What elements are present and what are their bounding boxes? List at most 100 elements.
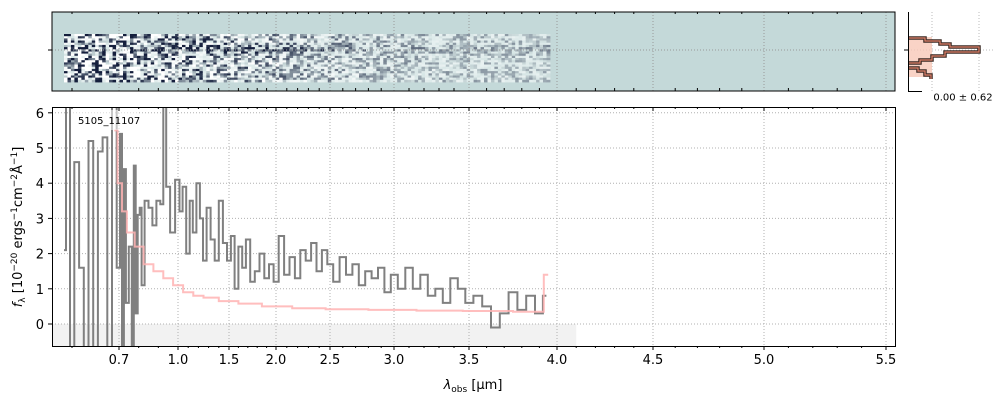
2d-spectrum-pixel — [157, 49, 162, 52]
2d-spectrum-pixel — [178, 68, 183, 72]
2d-spectrum-pixel — [532, 47, 537, 50]
2d-spectrum-pixel — [244, 75, 249, 79]
2d-spectrum-pixel — [376, 58, 381, 61]
2d-spectrum-pixel — [407, 51, 412, 55]
2d-spectrum-pixel — [105, 40, 110, 44]
2d-spectrum-pixel — [147, 64, 152, 68]
2d-spectrum-pixel — [470, 44, 474, 48]
2d-spectrum-pixel — [428, 79, 433, 83]
2d-spectrum-pixel — [234, 49, 238, 52]
2d-spectrum-pixel — [286, 62, 291, 65]
2d-spectrum-pixel — [185, 55, 190, 59]
2d-spectrum-pixel — [466, 75, 471, 79]
2d-spectrum-pixel — [372, 73, 377, 76]
2d-spectrum-pixel — [202, 62, 207, 65]
2d-spectrum-pixel — [480, 60, 485, 63]
2d-spectrum-pixel — [109, 66, 113, 70]
2d-spectrum-pixel — [105, 66, 110, 70]
2d-spectrum-pixel — [456, 71, 461, 74]
2d-spectrum-pixel — [109, 58, 113, 61]
2d-spectrum-pixel — [525, 66, 530, 70]
2d-spectrum-pixel — [341, 68, 346, 72]
2d-spectrum-pixel — [98, 60, 103, 63]
2d-spectrum-pixel — [536, 71, 540, 74]
2d-spectrum-pixel — [216, 42, 221, 46]
2d-spectrum-pixel — [369, 68, 374, 72]
2d-spectrum-pixel — [154, 60, 159, 63]
2d-spectrum-pixel — [293, 79, 297, 83]
2d-spectrum-pixel — [345, 44, 350, 48]
2d-spectrum-pixel — [425, 36, 429, 39]
2d-spectrum-pixel — [150, 49, 155, 52]
2d-spectrum-pixel — [195, 68, 200, 72]
2d-spectrum-pixel — [275, 47, 280, 50]
2d-spectrum-pixel — [383, 49, 388, 52]
2d-spectrum-pixel — [345, 36, 350, 39]
2d-spectrum-pixel — [452, 73, 457, 76]
2d-spectrum-pixel — [143, 42, 148, 46]
2d-spectrum-pixel — [463, 38, 468, 41]
2d-spectrum-pixel — [463, 34, 468, 37]
2d-spectrum-pixel — [303, 79, 308, 83]
2d-spectrum-pixel — [404, 40, 409, 44]
2d-spectrum-pixel — [480, 66, 485, 70]
2d-spectrum-pixel — [91, 47, 96, 50]
histogram-data-line-inner — [909, 37, 980, 79]
2d-spectrum-pixel — [248, 79, 252, 83]
2d-spectrum-pixel — [484, 71, 488, 74]
2d-spectrum-pixel — [393, 36, 398, 39]
2d-spectrum-pixel — [386, 51, 391, 55]
2d-spectrum-pixel — [470, 42, 474, 46]
2d-spectrum-pixel — [331, 73, 336, 76]
2d-spectrum-pixel — [213, 73, 218, 76]
2d-spectrum-pixel — [70, 38, 75, 41]
2d-spectrum-pixel — [445, 77, 450, 81]
2d-spectrum-pixel — [536, 49, 540, 52]
2d-spectrum-pixel — [327, 58, 332, 61]
2d-spectrum-pixel — [282, 36, 287, 39]
2d-spectrum-pixel — [81, 44, 86, 48]
2d-spectrum-pixel — [428, 62, 433, 65]
2d-spectrum-pixel — [317, 66, 322, 70]
2d-spectrum-pixel — [397, 75, 402, 79]
2d-spectrum-pixel — [418, 66, 422, 70]
2d-spectrum-pixel — [175, 42, 179, 46]
2d-spectrum-pixel — [522, 51, 527, 55]
2d-spectrum-pixel — [213, 51, 218, 55]
2d-spectrum-pixel — [133, 40, 138, 44]
2d-spectrum-pixel — [421, 62, 426, 65]
2d-spectrum-pixel — [95, 49, 100, 52]
2d-spectrum-pixel — [237, 64, 242, 68]
2d-spectrum-pixel — [182, 64, 186, 68]
2d-spectrum-pixel — [484, 68, 488, 72]
2d-spectrum-pixel — [470, 38, 474, 41]
2d-spectrum-pixel — [98, 79, 103, 83]
2d-spectrum-pixel — [480, 62, 485, 65]
2d-spectrum-pixel — [206, 60, 211, 63]
2d-spectrum-pixel — [175, 62, 179, 65]
2d-spectrum-pixel — [418, 36, 422, 39]
2d-spectrum-pixel — [293, 40, 297, 44]
2d-spectrum-pixel — [185, 64, 190, 68]
2d-spectrum-pixel — [470, 40, 474, 44]
2d-spectrum-pixel — [143, 64, 148, 68]
2d-spectrum-pixel — [202, 53, 207, 57]
2d-spectrum-pixel — [369, 60, 374, 63]
2d-spectrum-pixel — [431, 40, 436, 44]
2d-spectrum-pixel — [70, 68, 75, 72]
2d-spectrum-pixel — [372, 53, 377, 57]
2d-spectrum-pixel — [452, 71, 457, 74]
2d-spectrum-pixel — [112, 53, 117, 57]
2d-spectrum-pixel — [206, 38, 211, 41]
2d-spectrum-pixel — [522, 42, 527, 46]
2d-spectrum-pixel — [209, 53, 214, 57]
2d-spectrum-pixel — [435, 75, 440, 79]
2d-spectrum-pixel — [206, 62, 211, 65]
x-tick-label: 4.0 — [547, 353, 568, 368]
2d-spectrum-pixel — [130, 49, 134, 52]
2d-spectrum-pixel — [126, 49, 131, 52]
2d-spectrum-pixel — [206, 49, 211, 52]
2d-spectrum-pixel — [438, 51, 443, 55]
2d-spectrum-pixel — [244, 68, 249, 72]
2d-spectrum-pixel — [414, 60, 419, 63]
